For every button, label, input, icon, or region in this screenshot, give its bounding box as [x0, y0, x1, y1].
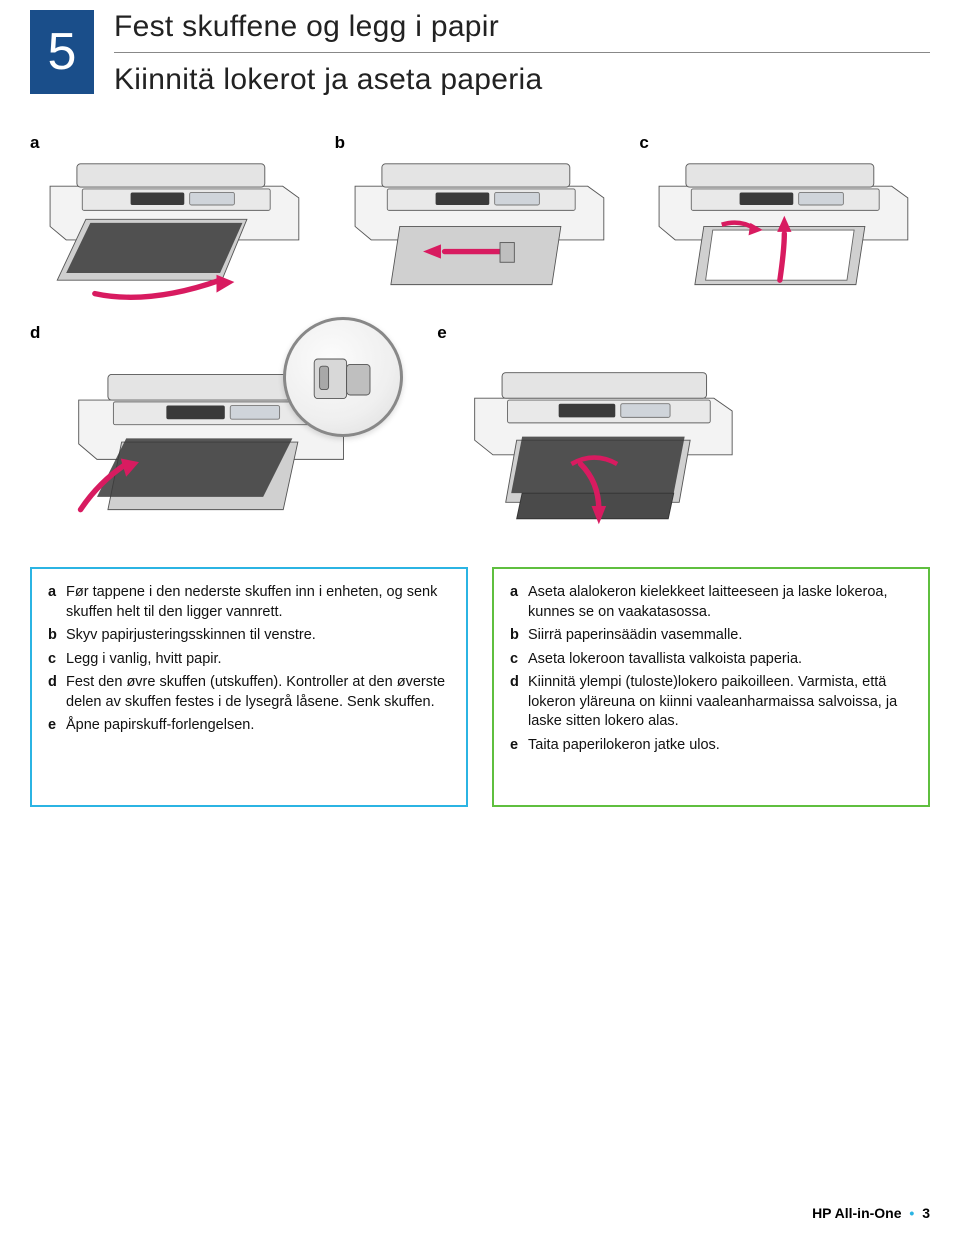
steps-list-fin: aAseta alalokeron kielekkeet laitteeseen…: [510, 583, 912, 756]
step-text: Fest den øvre skuffen (utskuffen). Kontr…: [66, 673, 450, 712]
diagram-a: a: [30, 137, 321, 307]
diagram-c: c: [639, 137, 930, 307]
diagram-b: b: [335, 137, 626, 307]
step-header: 5 Fest skuffene og legg i papir Kiinnitä…: [30, 10, 930, 97]
magnifier-detail-icon: [298, 332, 388, 422]
step-item: cLegg i vanlig, hvitt papir.: [48, 650, 450, 670]
title-divider: [114, 52, 930, 53]
title-norwegian: Fest skuffene og legg i papir: [114, 10, 930, 44]
step-item: eÅpne papirskuff-forlengelsen.: [48, 716, 450, 736]
diagram-spacer: [793, 327, 930, 537]
magnifier-inset: [283, 317, 403, 437]
step-item: dFest den øvre skuffen (utskuffen). Kont…: [48, 673, 450, 712]
step-text: Aseta lokeroon tavallista valkoista pape…: [528, 650, 912, 670]
step-number-box: 5: [30, 10, 94, 94]
diagram-label-c: c: [639, 133, 648, 153]
diagram-label-b: b: [335, 133, 345, 153]
step-item: eTaita paperilokeron jatke ulos.: [510, 736, 912, 756]
instruction-boxes: aFør tappene i den nederste skuffen inn …: [30, 567, 930, 807]
step-item: aAseta alalokeron kielekkeet laitteeseen…: [510, 583, 912, 622]
step-item: dKiinnitä ylempi (tuloste)lokero paikoil…: [510, 673, 912, 732]
step-text: Taita paperilokeron jatke ulos.: [528, 736, 912, 756]
step-letter: a: [510, 583, 528, 622]
title-finnish: Kiinnitä lokerot ja aseta paperia: [114, 63, 930, 97]
diagram-area: a b: [30, 137, 930, 537]
step-number: 5: [48, 22, 77, 82]
step-text: Legg i vanlig, hvitt papir.: [66, 650, 450, 670]
step-letter: c: [48, 650, 66, 670]
printer-illustration-e: [437, 327, 779, 537]
step-letter: a: [48, 583, 66, 622]
printer-illustration-c: [639, 137, 930, 307]
step-letter: c: [510, 650, 528, 670]
step-text: Aseta alalokeron kielekkeet laitteeseen …: [528, 583, 912, 622]
step-text: Kiinnitä ylempi (tuloste)lokero paikoill…: [528, 673, 912, 732]
diagram-row-1: a b: [30, 137, 930, 307]
footer-product: HP All-in-One: [812, 1205, 901, 1221]
diagram-e: e: [437, 327, 779, 537]
step-letter: d: [48, 673, 66, 712]
diagram-d: d: [30, 327, 423, 537]
step-titles: Fest skuffene og legg i papir Kiinnitä l…: [114, 10, 930, 97]
instructions-norwegian: aFør tappene i den nederste skuffen inn …: [30, 567, 468, 807]
step-item: aFør tappene i den nederste skuffen inn …: [48, 583, 450, 622]
steps-list-nor: aFør tappene i den nederste skuffen inn …: [48, 583, 450, 736]
diagram-label-a: a: [30, 133, 39, 153]
printer-illustration-a: [30, 137, 321, 307]
step-text: Åpne papirskuff-forlengelsen.: [66, 716, 450, 736]
instructions-finnish: aAseta alalokeron kielekkeet laitteeseen…: [492, 567, 930, 807]
footer-page-number: 3: [922, 1205, 930, 1221]
step-letter: e: [510, 736, 528, 756]
diagram-label-e: e: [437, 323, 446, 343]
diagram-label-d: d: [30, 323, 40, 343]
step-item: cAseta lokeroon tavallista valkoista pap…: [510, 650, 912, 670]
step-letter: b: [48, 626, 66, 646]
step-text: Skyv papirjusteringsskinnen til venstre.: [66, 626, 450, 646]
step-item: bSkyv papirjusteringsskinnen til venstre…: [48, 626, 450, 646]
step-text: Før tappene i den nederste skuffen inn i…: [66, 583, 450, 622]
step-letter: b: [510, 626, 528, 646]
step-letter: d: [510, 673, 528, 732]
step-text: Siirrä paperinsäädin vasemmalle.: [528, 626, 912, 646]
footer-separator-icon: •: [905, 1205, 918, 1221]
diagram-row-2: d e: [30, 327, 930, 537]
printer-illustration-b: [335, 137, 626, 307]
step-letter: e: [48, 716, 66, 736]
page-footer: HP All-in-One • 3: [812, 1205, 930, 1221]
step-item: bSiirrä paperinsäädin vasemmalle.: [510, 626, 912, 646]
